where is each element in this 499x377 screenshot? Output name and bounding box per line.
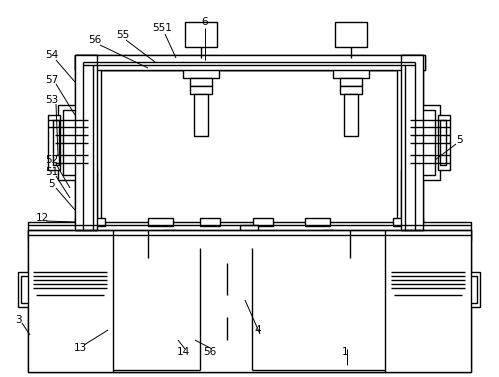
Bar [75, 55, 97, 225]
Text: 12: 12 [35, 213, 48, 223]
Bar [335, 22, 367, 47]
Bar [465, 272, 480, 307]
Bar [344, 94, 358, 136]
Bar [157, 305, 181, 315]
Bar [322, 288, 334, 308]
Bar [244, 233, 254, 239]
Text: 52: 52 [45, 155, 58, 165]
Bar [194, 94, 208, 136]
Bar [28, 222, 471, 240]
Bar [80, 60, 420, 70]
Bar [319, 315, 337, 323]
Bar [468, 276, 477, 303]
Bar [83, 170, 97, 230]
Bar [391, 262, 465, 326]
Bar [200, 218, 220, 226]
Bar [160, 280, 178, 288]
Bar [75, 55, 97, 230]
Bar [208, 295, 246, 307]
Bar [401, 55, 423, 230]
Text: 56: 56 [88, 35, 102, 45]
Bar [168, 58, 234, 68]
Bar [397, 60, 411, 230]
Bar [340, 86, 362, 94]
Bar [316, 270, 340, 280]
Bar [319, 280, 337, 288]
Bar [107, 270, 115, 292]
Bar [75, 55, 425, 70]
Bar [214, 307, 240, 317]
Bar [148, 218, 173, 226]
Bar [393, 218, 423, 226]
Bar [218, 248, 236, 263]
Bar [388, 258, 468, 330]
Bar [63, 110, 83, 175]
Bar [190, 78, 212, 86]
Text: 51: 51 [45, 167, 58, 177]
Bar [87, 60, 101, 230]
Bar [21, 276, 30, 303]
Bar [401, 55, 423, 225]
Bar [383, 270, 391, 292]
Text: 55: 55 [116, 30, 130, 40]
Bar [316, 305, 340, 315]
Bar [340, 78, 362, 86]
Bar [183, 68, 219, 78]
Bar [33, 262, 107, 326]
Bar [83, 60, 105, 68]
Text: 13: 13 [73, 343, 87, 353]
Bar [410, 105, 440, 180]
Bar [240, 225, 258, 233]
Bar [190, 86, 212, 94]
Bar [322, 230, 334, 275]
Bar [18, 272, 33, 307]
Text: 54: 54 [45, 50, 58, 60]
Bar [253, 218, 273, 226]
Bar [28, 230, 471, 372]
Bar [440, 120, 446, 165]
Bar [406, 60, 418, 225]
Text: 14: 14 [176, 347, 190, 357]
Text: 551: 551 [152, 23, 172, 33]
Bar [163, 288, 175, 308]
Bar [393, 60, 415, 68]
Bar [58, 105, 88, 180]
Bar [157, 270, 181, 280]
Bar [75, 218, 105, 226]
Bar [305, 218, 330, 226]
Bar [80, 60, 92, 225]
Bar [318, 58, 384, 68]
Bar [53, 120, 59, 165]
Bar [415, 110, 435, 175]
Bar [438, 115, 450, 170]
Bar [333, 68, 369, 78]
Bar [30, 258, 110, 330]
Text: 6: 6 [202, 17, 208, 27]
Text: 56: 56 [204, 347, 217, 357]
Bar [160, 315, 178, 323]
Bar [75, 55, 425, 70]
Bar [28, 230, 471, 372]
Bar [185, 22, 217, 47]
Bar [163, 230, 175, 275]
Bar [48, 115, 60, 170]
Text: 53: 53 [45, 95, 58, 105]
Text: 1: 1 [342, 347, 348, 357]
Text: 5: 5 [457, 135, 463, 145]
Text: 3: 3 [14, 315, 21, 325]
Bar [401, 170, 415, 230]
Text: 5: 5 [49, 179, 55, 189]
Text: 4: 4 [254, 325, 261, 335]
Text: 57: 57 [45, 75, 58, 85]
